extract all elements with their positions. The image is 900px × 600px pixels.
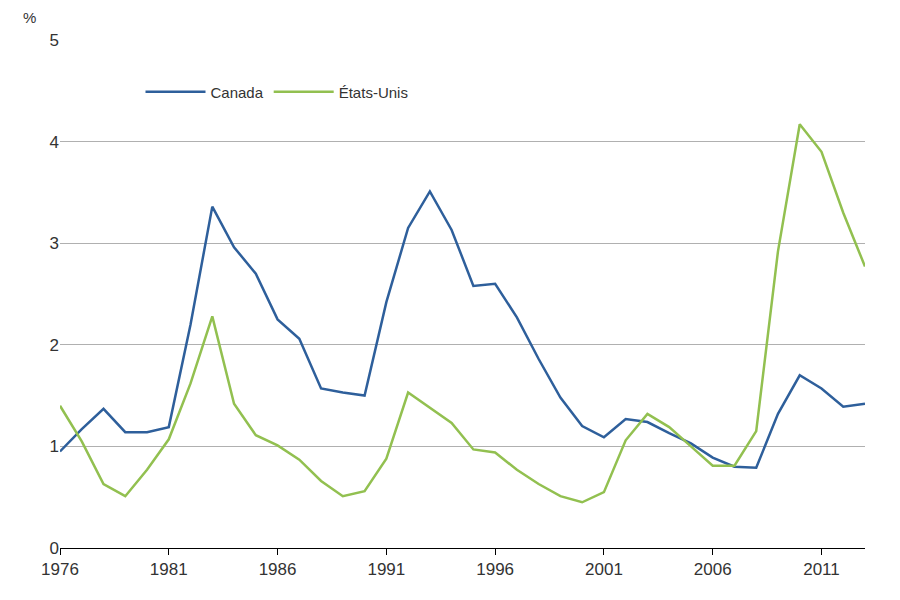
- svg-text:5: 5: [50, 31, 59, 50]
- svg-text:1981: 1981: [150, 560, 188, 579]
- svg-text:1976: 1976: [41, 560, 79, 579]
- svg-text:%: %: [23, 9, 36, 26]
- svg-text:2: 2: [50, 336, 59, 355]
- svg-text:4: 4: [50, 133, 59, 152]
- svg-text:3: 3: [50, 234, 59, 253]
- svg-text:1: 1: [50, 437, 59, 456]
- svg-text:Canada: Canada: [211, 84, 264, 101]
- svg-text:1991: 1991: [367, 560, 405, 579]
- svg-text:1986: 1986: [259, 560, 297, 579]
- svg-text:1996: 1996: [476, 560, 514, 579]
- svg-text:0: 0: [50, 539, 59, 558]
- svg-text:2001: 2001: [585, 560, 623, 579]
- svg-text:2006: 2006: [694, 560, 732, 579]
- svg-text:2011: 2011: [803, 560, 840, 579]
- svg-text:États-Unis: États-Unis: [339, 84, 408, 101]
